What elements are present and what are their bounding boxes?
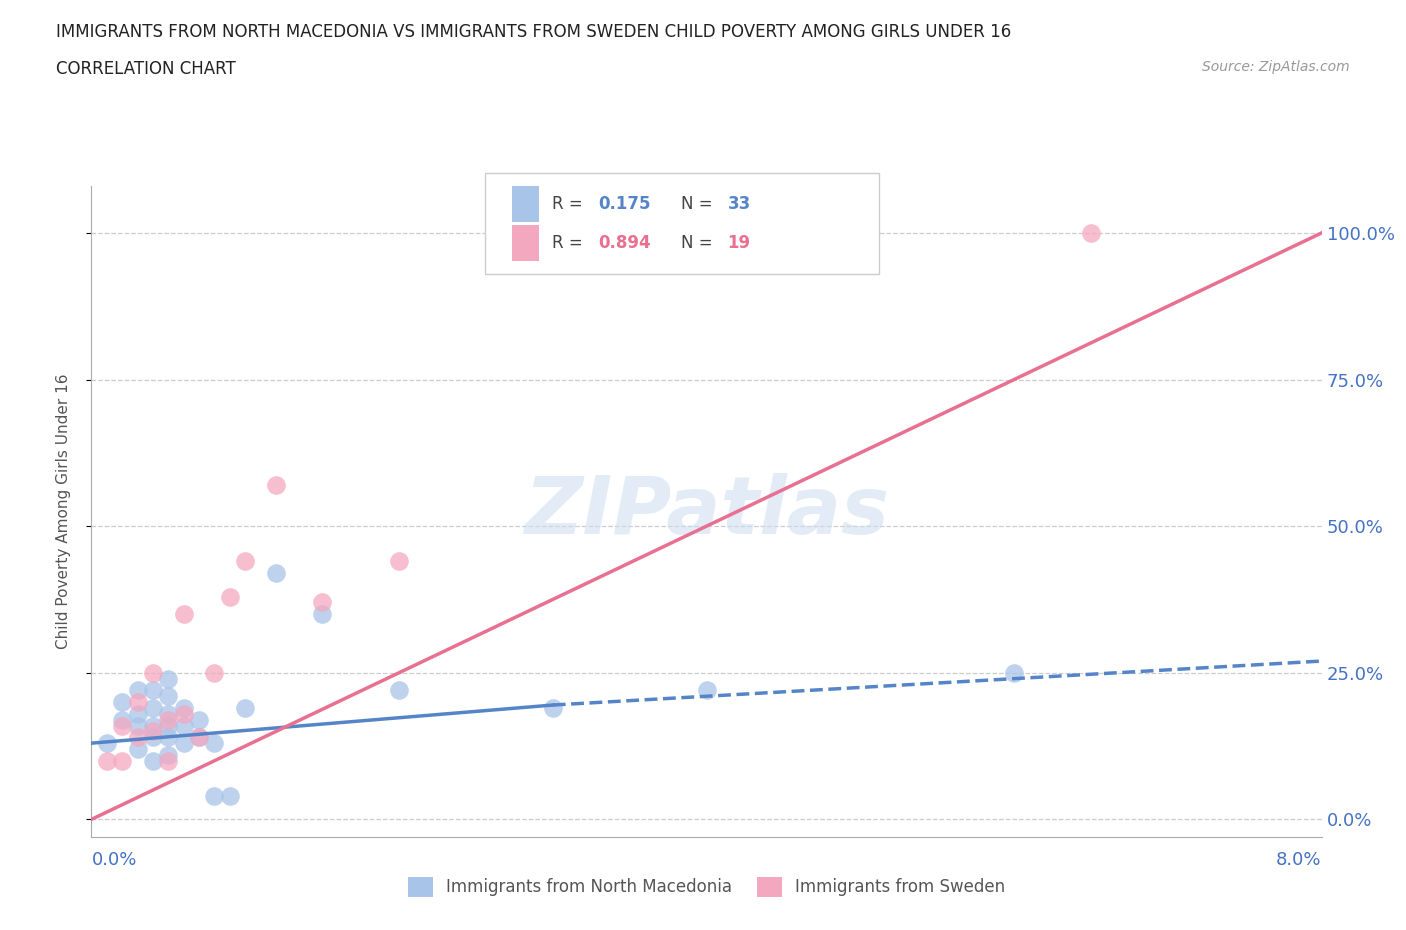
Point [111,753,134,768]
Text: N =: N = [681,195,717,213]
Point [188,730,211,745]
FancyBboxPatch shape [512,186,540,222]
Text: N =: N = [681,234,717,252]
Text: 0.175: 0.175 [599,195,651,213]
Point [111,695,134,710]
Point [142,700,165,715]
Point [1002,665,1025,680]
Point [157,712,180,727]
Point [157,730,180,745]
Point [157,689,180,704]
Point [157,707,180,722]
Point [202,789,225,804]
Text: 19: 19 [727,234,751,252]
Point [173,718,195,733]
Point [188,730,211,745]
Point [233,700,256,715]
Point [142,724,165,738]
Point [264,565,287,580]
Point [1080,225,1102,240]
Point [127,741,149,756]
Point [202,665,225,680]
Point [202,736,225,751]
Point [173,700,195,715]
Text: R =: R = [551,195,588,213]
Point [157,671,180,686]
Point [264,478,287,493]
Text: ZIPatlas: ZIPatlas [524,472,889,551]
Point [96,753,118,768]
Point [388,683,411,698]
Point [541,700,564,715]
Text: Source: ZipAtlas.com: Source: ZipAtlas.com [1202,60,1350,74]
Point [173,736,195,751]
Text: 0.894: 0.894 [599,234,651,252]
Point [111,718,134,733]
Point [142,753,165,768]
Point [96,736,118,751]
Point [173,707,195,722]
Point [142,683,165,698]
Point [218,589,240,604]
Point [311,606,333,621]
Point [111,712,134,727]
Legend: Immigrants from North Macedonia, Immigrants from Sweden: Immigrants from North Macedonia, Immigra… [401,870,1012,904]
Point [127,707,149,722]
Point [157,753,180,768]
Text: 8.0%: 8.0% [1277,851,1322,869]
Point [142,718,165,733]
Y-axis label: Child Poverty Among Girls Under 16: Child Poverty Among Girls Under 16 [56,374,70,649]
Point [233,554,256,569]
Text: CORRELATION CHART: CORRELATION CHART [56,60,236,78]
Point [142,730,165,745]
Point [127,718,149,733]
Point [142,665,165,680]
Point [173,606,195,621]
Text: 33: 33 [727,195,751,213]
Text: IMMIGRANTS FROM NORTH MACEDONIA VS IMMIGRANTS FROM SWEDEN CHILD POVERTY AMONG GI: IMMIGRANTS FROM NORTH MACEDONIA VS IMMIG… [56,23,1011,41]
FancyBboxPatch shape [485,173,879,274]
Point [218,789,240,804]
Point [127,695,149,710]
Point [311,595,333,610]
Point [388,554,411,569]
Point [127,730,149,745]
Point [157,748,180,763]
Text: R =: R = [551,234,588,252]
Text: 0.0%: 0.0% [91,851,136,869]
Point [188,712,211,727]
Point [127,683,149,698]
Point [157,718,180,733]
Point [695,683,717,698]
FancyBboxPatch shape [512,225,540,261]
